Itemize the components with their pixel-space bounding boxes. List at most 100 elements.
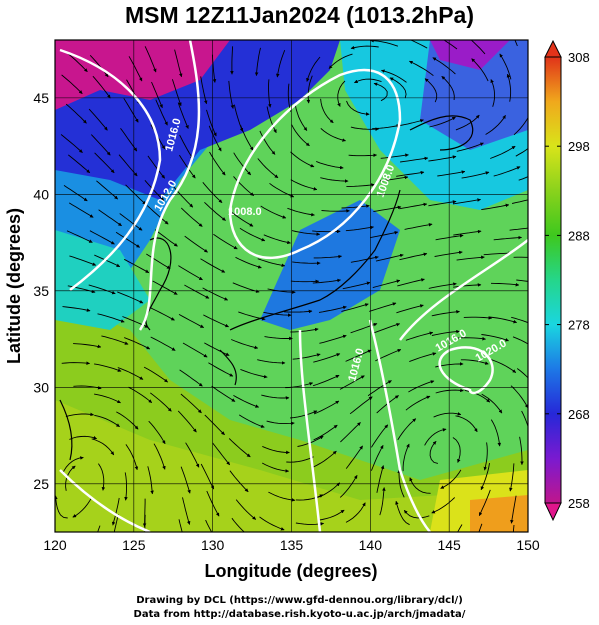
colorbar-max-triangle xyxy=(544,39,562,58)
streamline-arrow xyxy=(65,412,94,418)
streamline-arrow xyxy=(320,128,346,142)
streamline-arrow xyxy=(119,213,143,231)
x-tick-label: 125 xyxy=(122,537,146,553)
streamline-arrow xyxy=(203,314,229,328)
streamline-arrow xyxy=(516,279,528,282)
streamline-arrow xyxy=(409,60,434,76)
streamline-arrow xyxy=(231,339,259,350)
streamline-arrow xyxy=(316,482,341,499)
streamline-arrow xyxy=(115,231,141,248)
streamline-arrow xyxy=(267,288,296,294)
streamline-arrow xyxy=(424,428,447,446)
streamline-arrow xyxy=(61,74,83,95)
colorbar-tick-label: 268 xyxy=(568,407,590,422)
streamline-arrow xyxy=(428,155,457,162)
streamline-arrow xyxy=(184,284,210,299)
streamline-arrow xyxy=(485,114,506,135)
streamline-arrow xyxy=(376,465,385,493)
streamline-arrow xyxy=(287,207,315,217)
streamline-arrow xyxy=(453,283,482,288)
x-axis-ticks: 120 125 130 135 140 145 150 xyxy=(43,537,540,553)
streamline-arrow xyxy=(441,75,455,101)
streamline-arrow xyxy=(254,47,261,76)
streamline-arrow xyxy=(367,380,392,397)
streamline-arrow xyxy=(481,393,503,414)
streamline-arrow xyxy=(147,155,166,179)
streamline-arrow xyxy=(69,435,98,440)
streamline-arrow xyxy=(238,414,265,428)
streamline-arrow xyxy=(452,198,481,205)
streamline-arrow xyxy=(434,250,463,257)
streamline-arrow xyxy=(144,46,157,73)
streamline-arrow xyxy=(431,329,460,336)
streamline-arrow xyxy=(200,463,215,490)
x-tick-label: 140 xyxy=(359,537,383,553)
streamline-arrow xyxy=(228,80,235,109)
streamline-arrow xyxy=(345,445,363,469)
streamline-arrow xyxy=(341,204,370,209)
streamline-arrow xyxy=(404,222,433,230)
streamline-arrow xyxy=(257,359,286,365)
streamline-arrow xyxy=(233,395,260,408)
streamline-arrow xyxy=(443,40,458,50)
streamline-arrow xyxy=(457,524,463,532)
streamline-arrow xyxy=(92,75,111,99)
streamline-arrow xyxy=(111,497,120,526)
streamline-arrow xyxy=(409,352,437,363)
streamline-arrow xyxy=(150,336,176,351)
streamline-arrow xyxy=(395,500,410,526)
streamline-arrow xyxy=(512,524,515,532)
y-axis-label: Latitude (degrees) xyxy=(4,208,24,364)
streamline-arrow xyxy=(233,176,254,196)
streamline-arrow xyxy=(471,58,489,82)
streamline-arrow xyxy=(455,114,480,131)
streamline-arrow xyxy=(264,336,293,341)
streamline-arrow xyxy=(318,305,347,313)
streamline-arrow xyxy=(66,52,88,73)
streamline-arrow xyxy=(229,210,254,227)
streamline-arrow xyxy=(204,201,226,221)
streamline-arrow xyxy=(349,396,373,415)
streamline-arrow xyxy=(206,109,217,137)
streamline-arrow xyxy=(313,450,337,468)
streamline-arrow xyxy=(346,183,375,187)
streamline-arrow xyxy=(260,205,287,219)
streamline-arrow xyxy=(55,495,68,519)
streamline-arrow xyxy=(510,495,517,524)
streamline-arrow xyxy=(397,278,425,287)
streamline-arrow xyxy=(235,499,257,520)
streamline-arrow xyxy=(229,470,249,493)
y-tick-label: 30 xyxy=(33,379,49,395)
streamline-arrow xyxy=(512,336,528,345)
x-tick-label: 135 xyxy=(280,537,304,553)
streamline-arrow xyxy=(396,170,425,177)
streamline-arrow xyxy=(143,366,168,383)
streamline-arrow xyxy=(350,45,379,50)
streamline-arrow xyxy=(432,57,456,75)
streamline-arrow xyxy=(68,202,94,218)
streamline-arrow xyxy=(125,184,147,205)
streamline-arrow xyxy=(321,209,350,213)
streamline-arrow xyxy=(319,334,347,344)
streamline-arrow xyxy=(409,40,428,49)
streamline-arrow xyxy=(182,497,191,525)
streamline-arrow xyxy=(461,171,490,179)
streamline-arrow xyxy=(266,106,277,134)
streamline-arrow xyxy=(457,336,486,341)
streamline-arrow xyxy=(151,81,163,109)
streamline-arrow xyxy=(480,463,490,491)
streamline-arrow xyxy=(269,182,295,198)
streamline-arrow xyxy=(123,258,150,274)
streamline-arrow xyxy=(371,424,389,448)
streamline-arrow xyxy=(117,291,144,304)
streamline-arrow xyxy=(294,105,308,131)
streamline-arrow xyxy=(483,442,488,471)
streamline-arrow xyxy=(257,258,286,268)
streamline-arrow xyxy=(179,134,194,160)
credit-data: Data from http://database.rish.kyoto-u.a… xyxy=(133,609,466,620)
streamline-arrow xyxy=(98,463,106,491)
streamline-arrow xyxy=(510,385,528,409)
streamline-arrow xyxy=(63,185,88,202)
streamline-arrow xyxy=(350,322,378,334)
streamline-arrow xyxy=(180,393,202,414)
